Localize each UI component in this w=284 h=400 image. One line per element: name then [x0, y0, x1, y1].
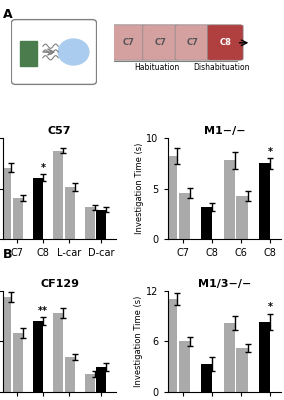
Bar [179, 193, 190, 239]
Text: B: B [3, 248, 12, 261]
Bar [1, 297, 11, 392]
Text: A: A [3, 8, 12, 21]
Bar [33, 321, 43, 392]
Y-axis label: Investigation Time (s): Investigation Time (s) [134, 296, 143, 387]
Bar [85, 374, 95, 392]
Text: C7: C7 [122, 38, 134, 47]
Title: M1/3−/−: M1/3−/− [198, 279, 251, 289]
Bar [53, 151, 63, 239]
Bar [53, 313, 63, 392]
Bar [237, 196, 248, 239]
Bar [13, 198, 23, 239]
Y-axis label: Investigation Time (s): Investigation Time (s) [135, 143, 143, 234]
Bar [20, 41, 37, 66]
Bar [224, 323, 235, 392]
Title: C57: C57 [48, 126, 71, 136]
Bar [166, 156, 177, 239]
Title: CF129: CF129 [40, 279, 79, 289]
Bar [259, 322, 270, 392]
Text: C7: C7 [187, 38, 199, 47]
Text: *: * [268, 147, 273, 157]
Bar [179, 342, 190, 392]
Bar [237, 348, 248, 392]
Circle shape [58, 39, 89, 65]
FancyBboxPatch shape [143, 25, 178, 60]
Text: *: * [41, 163, 45, 173]
FancyBboxPatch shape [208, 25, 243, 60]
Bar [65, 356, 75, 392]
Bar [13, 333, 23, 392]
Text: Dishabituation: Dishabituation [193, 64, 250, 72]
Bar [201, 364, 212, 392]
Text: C7: C7 [154, 38, 166, 47]
Bar [201, 207, 212, 239]
Text: **: ** [38, 306, 48, 316]
Title: M1−/−: M1−/− [204, 126, 245, 136]
Text: Habituation: Habituation [135, 64, 180, 72]
Bar [97, 210, 106, 239]
Bar [33, 178, 43, 239]
FancyBboxPatch shape [175, 25, 211, 60]
Bar [97, 367, 106, 392]
Bar [166, 299, 177, 392]
Text: C8: C8 [219, 38, 231, 47]
FancyBboxPatch shape [110, 25, 146, 60]
Bar [259, 164, 270, 239]
FancyBboxPatch shape [11, 20, 97, 84]
Text: *: * [268, 302, 273, 312]
Bar [1, 168, 11, 239]
Bar [224, 160, 235, 239]
Bar [85, 207, 95, 239]
Bar [65, 187, 75, 239]
